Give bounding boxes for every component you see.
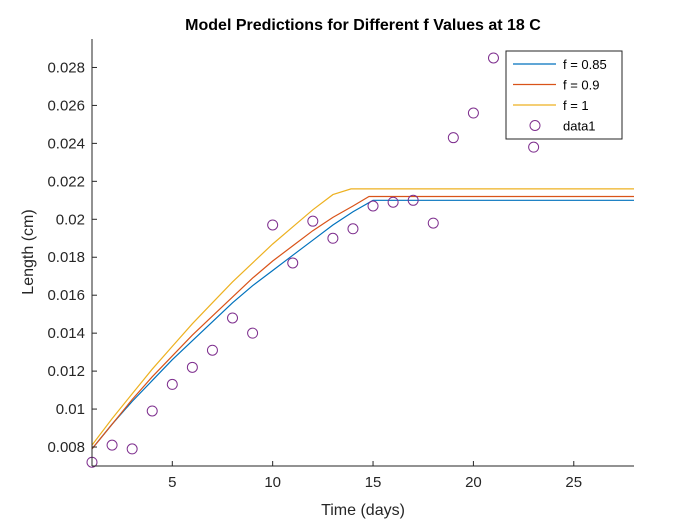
data-point [227, 312, 239, 324]
data-point [407, 194, 419, 206]
legend-label: f = 0.9 [563, 78, 600, 93]
x-tick-label: 25 [565, 474, 582, 491]
series-line-f-0-9 [91, 195, 634, 450]
legend-items: f = 0.85 f = 0.9 f = 1 data1 [513, 57, 607, 134]
data-point [106, 439, 118, 451]
legend-label: f = 1 [563, 98, 589, 113]
data-point [307, 215, 319, 227]
data-point [247, 327, 259, 339]
legend-marker [529, 120, 541, 131]
y-tick-label: 0.008 [47, 439, 85, 456]
y-tick-label: 0.024 [47, 135, 85, 152]
data-point [146, 405, 158, 417]
x-axis-label: Time (days) [321, 502, 405, 519]
y-tick-label: 0.026 [47, 97, 85, 114]
data-point [447, 132, 459, 144]
data-point [367, 200, 379, 212]
data-point [166, 378, 178, 390]
data-point [126, 443, 138, 455]
x-tick-label: 20 [465, 474, 482, 491]
data-point [267, 219, 279, 231]
y-axis-label: Length (cm) [20, 209, 37, 294]
data-point [387, 196, 399, 208]
x-tick-label: 5 [168, 474, 176, 491]
data-point [347, 223, 359, 235]
x-tick-label: 10 [264, 474, 281, 491]
data-point [467, 107, 479, 119]
y-tick-label: 0.022 [47, 173, 85, 190]
y-tick-label: 0.012 [47, 363, 85, 380]
y-tick-label: 0.016 [47, 287, 85, 304]
data-point [287, 257, 299, 269]
y-tick-label: 0.02 [56, 211, 85, 228]
data-point [206, 344, 218, 356]
data-point [528, 141, 540, 153]
ticks-layer: 5 10 15 20 25 0.008 0.01 0.012 0.014 0.016 0.018 0.… [47, 59, 582, 491]
y-tick-label: 0.01 [56, 401, 85, 418]
series-layer [86, 52, 634, 468]
data-point [487, 52, 499, 64]
legend: f = 0.85 f = 0.9 f = 1 data1 [505, 50, 623, 140]
legend-label: f = 0.85 [563, 57, 607, 72]
data-point [186, 361, 198, 373]
y-tick-label: 0.018 [47, 249, 85, 266]
legend-box [505, 50, 623, 140]
series-line-f-1 [91, 188, 634, 446]
y-tick-label: 0.014 [47, 325, 85, 342]
legend-label: data1 [563, 119, 596, 134]
y-tick-label: 0.028 [47, 59, 85, 76]
data-point [327, 232, 339, 244]
data-point [427, 217, 439, 229]
x-tick-label: 15 [365, 474, 382, 491]
chart-title: Model Predictions for Different f Values… [185, 17, 541, 34]
series-line-f-0-85 [91, 199, 634, 450]
